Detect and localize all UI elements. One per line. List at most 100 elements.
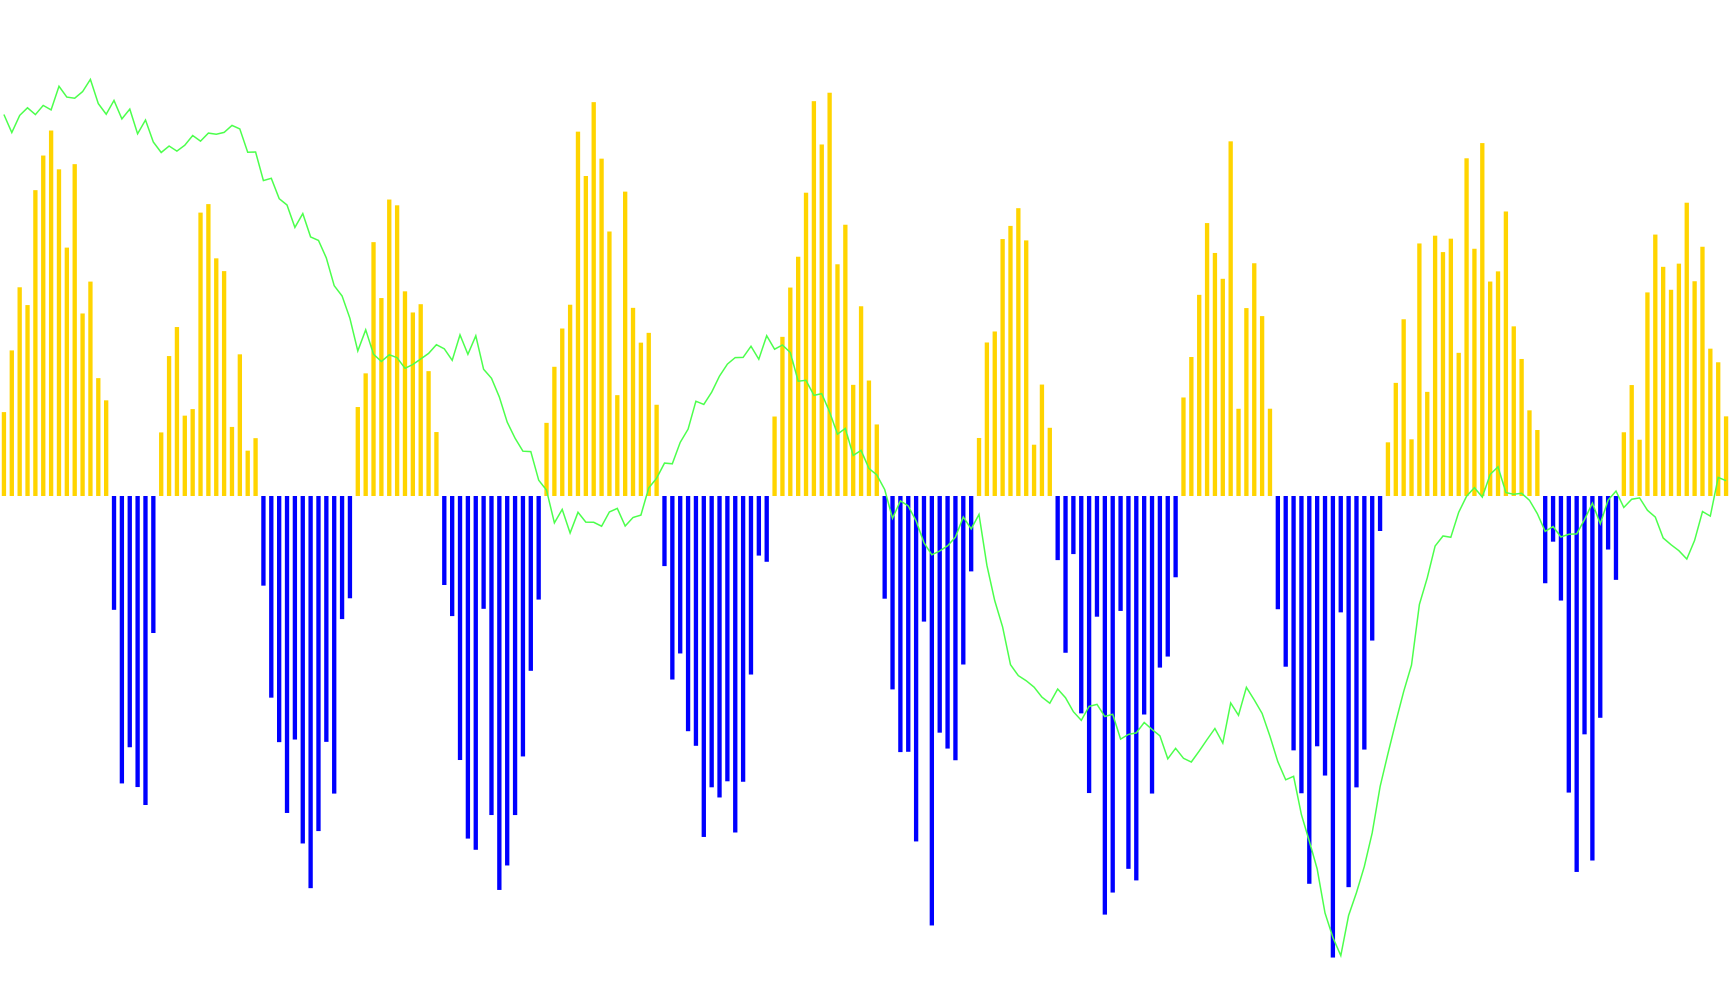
bar-negative bbox=[969, 496, 974, 572]
bar-negative bbox=[1322, 496, 1328, 776]
bar-negative bbox=[450, 496, 455, 617]
bar-negative bbox=[442, 496, 447, 585]
bar-positive bbox=[654, 404, 659, 496]
bar-negative bbox=[1346, 496, 1351, 888]
bar-positive bbox=[394, 205, 400, 497]
bar-positive bbox=[843, 224, 848, 497]
bar-negative bbox=[1307, 496, 1312, 884]
bar-positive bbox=[1236, 408, 1241, 496]
bar-negative bbox=[913, 496, 919, 842]
bar-positive bbox=[1212, 252, 1218, 496]
bar-negative bbox=[1134, 496, 1139, 881]
bar-positive bbox=[803, 192, 809, 496]
bar-negative bbox=[1299, 496, 1304, 794]
bar-positive bbox=[56, 169, 62, 496]
bar-negative bbox=[1086, 496, 1092, 794]
bar-positive bbox=[1503, 211, 1509, 497]
bar-positive bbox=[1653, 234, 1658, 496]
bar-negative bbox=[520, 496, 526, 757]
bar-negative bbox=[481, 496, 486, 609]
bar-positive bbox=[976, 437, 982, 496]
bar-negative bbox=[1362, 496, 1367, 750]
bar-positive bbox=[638, 342, 644, 496]
bar-positive bbox=[33, 190, 38, 496]
bar-negative bbox=[1338, 496, 1343, 613]
bar-positive bbox=[1259, 316, 1265, 496]
bar-negative bbox=[497, 496, 502, 890]
bar-positive bbox=[1708, 348, 1713, 496]
bar-positive bbox=[811, 101, 817, 497]
bar-positive bbox=[835, 264, 840, 496]
bar-negative bbox=[1055, 496, 1060, 561]
bar-negative bbox=[709, 496, 714, 788]
bar-negative bbox=[127, 496, 132, 748]
bar-positive bbox=[1204, 223, 1210, 496]
bar-negative bbox=[465, 496, 471, 839]
bar-negative bbox=[528, 496, 533, 671]
bar-positive bbox=[17, 287, 22, 496]
bar-positive bbox=[1024, 240, 1029, 496]
bar-positive bbox=[190, 409, 195, 496]
bar-negative bbox=[678, 496, 683, 654]
bar-negative bbox=[339, 496, 345, 620]
bar-negative bbox=[756, 496, 762, 556]
bar-negative bbox=[670, 496, 675, 680]
bar-negative bbox=[1605, 496, 1611, 550]
bar-positive bbox=[1244, 308, 1249, 496]
bar-negative bbox=[1149, 496, 1155, 794]
bar-positive bbox=[410, 312, 416, 496]
bar-negative bbox=[1102, 496, 1108, 915]
bar-positive bbox=[992, 331, 997, 496]
bar-positive bbox=[1008, 225, 1013, 496]
bar-negative bbox=[945, 496, 950, 749]
bar-positive bbox=[1189, 357, 1194, 496]
bar-negative bbox=[1142, 496, 1147, 715]
bar-positive bbox=[434, 432, 439, 496]
bar-positive bbox=[1031, 444, 1037, 496]
bar-negative bbox=[1173, 496, 1178, 578]
bar-positive bbox=[387, 199, 392, 497]
bar-positive bbox=[1432, 235, 1438, 496]
bar-negative bbox=[1566, 496, 1571, 793]
bar-negative bbox=[882, 496, 887, 599]
bar-positive bbox=[1668, 289, 1674, 496]
bar-negative bbox=[953, 496, 958, 761]
bar-positive bbox=[1039, 384, 1045, 496]
bar-positive bbox=[1645, 292, 1650, 496]
bar-negative bbox=[1558, 496, 1564, 601]
bar-positive bbox=[1409, 439, 1414, 496]
bar-positive bbox=[583, 176, 589, 496]
bar-positive bbox=[1464, 158, 1469, 497]
bar-positive bbox=[1456, 352, 1461, 496]
bar-positive bbox=[48, 130, 54, 496]
bar-positive bbox=[1684, 202, 1689, 496]
bar-positive bbox=[1637, 439, 1642, 496]
bar-negative bbox=[1291, 496, 1296, 751]
bar-negative bbox=[111, 496, 117, 610]
bar-negative bbox=[1315, 496, 1320, 747]
bar-negative bbox=[1157, 496, 1163, 668]
bar-negative bbox=[473, 496, 478, 850]
bar-negative bbox=[1582, 496, 1587, 735]
bar-positive bbox=[1252, 263, 1257, 496]
bar-negative bbox=[921, 496, 927, 622]
bar-positive bbox=[214, 258, 219, 496]
bar-negative bbox=[733, 496, 738, 833]
bar-negative bbox=[937, 496, 942, 733]
bar-positive bbox=[1228, 141, 1233, 496]
bar-positive bbox=[221, 271, 227, 496]
bar-positive bbox=[1425, 391, 1430, 496]
bar-positive bbox=[88, 281, 93, 496]
bar-negative bbox=[1079, 496, 1084, 714]
bar-positive bbox=[1480, 143, 1485, 496]
bar-negative bbox=[1126, 496, 1131, 869]
bar-positive bbox=[544, 422, 549, 496]
bar-negative bbox=[1598, 496, 1603, 718]
bar-negative bbox=[143, 496, 148, 805]
bar-positive bbox=[615, 395, 620, 496]
bar-positive bbox=[25, 305, 30, 496]
bar-positive bbox=[1716, 362, 1721, 496]
bar-negative bbox=[740, 496, 746, 782]
bar-positive bbox=[1016, 208, 1021, 496]
